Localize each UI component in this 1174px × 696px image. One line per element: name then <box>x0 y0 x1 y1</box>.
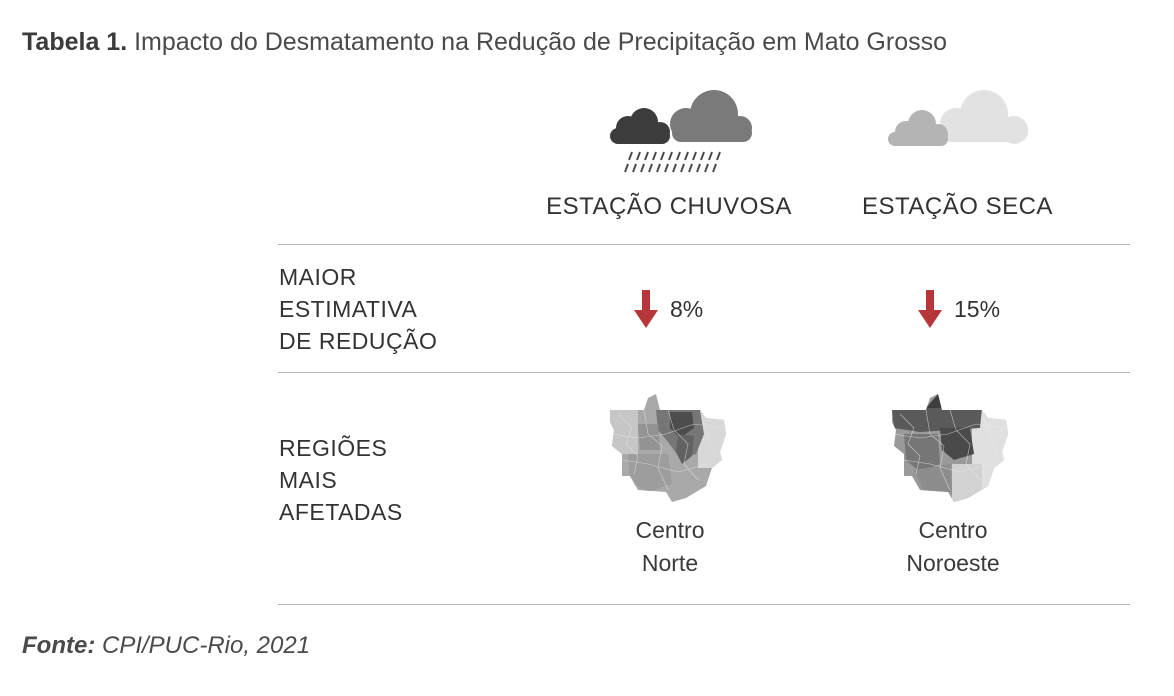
row-label-line: MAIOR <box>279 264 357 290</box>
mato-grosso-map-icon <box>610 394 726 502</box>
light-cloud-icon <box>888 90 1028 146</box>
source-text: CPI/PUC-Rio, 2021 <box>101 632 311 659</box>
row-label-estimate: MAIOR ESTIMATIVA DE REDUÇÃO <box>279 261 437 357</box>
dry-reduction: 15% <box>918 290 1000 328</box>
dry-region: Centro Noroeste <box>863 514 1043 580</box>
row-label-line: MAIS <box>279 467 338 493</box>
column-header-dry: ESTAÇÃO SECA <box>862 193 1053 220</box>
rainy-region: Centro Norte <box>580 514 760 580</box>
source-lead: Fonte: <box>22 632 96 659</box>
region-line: Noroeste <box>906 550 1000 576</box>
region-line: Norte <box>641 550 699 576</box>
column-header-rainy: ESTAÇÃO CHUVOSA <box>546 193 792 220</box>
region-line: Centro <box>635 517 705 543</box>
divider <box>278 372 1130 373</box>
rainy-reduction: 8% <box>634 290 703 328</box>
rainy-reduction-value: 8% <box>670 295 704 322</box>
row-label-line: ESTIMATIVA <box>279 296 418 322</box>
rain-cloud-icon <box>610 90 752 173</box>
mato-grosso-map-icon <box>892 394 1008 502</box>
row-label-regions: REGIÕES MAIS AFETADAS <box>279 432 403 528</box>
row-label-line: AFETADAS <box>279 499 403 525</box>
table-title-text: Impacto do Desmatamento na Redução de Pr… <box>134 28 948 56</box>
divider <box>278 604 1130 605</box>
source-note: Fonte: CPI/PUC-Rio, 2021 <box>22 632 310 660</box>
region-line: Centro <box>918 517 988 543</box>
down-arrow-icon <box>634 290 658 328</box>
table-title: Tabela 1. Impacto do Desmatamento na Red… <box>22 28 947 57</box>
dry-reduction-value: 15% <box>954 295 1001 322</box>
row-label-line: DE REDUÇÃO <box>279 328 438 354</box>
table-number: Tabela 1. <box>22 28 128 56</box>
row-label-line: REGIÕES <box>279 435 388 461</box>
divider <box>278 244 1130 245</box>
down-arrow-icon <box>918 290 942 328</box>
